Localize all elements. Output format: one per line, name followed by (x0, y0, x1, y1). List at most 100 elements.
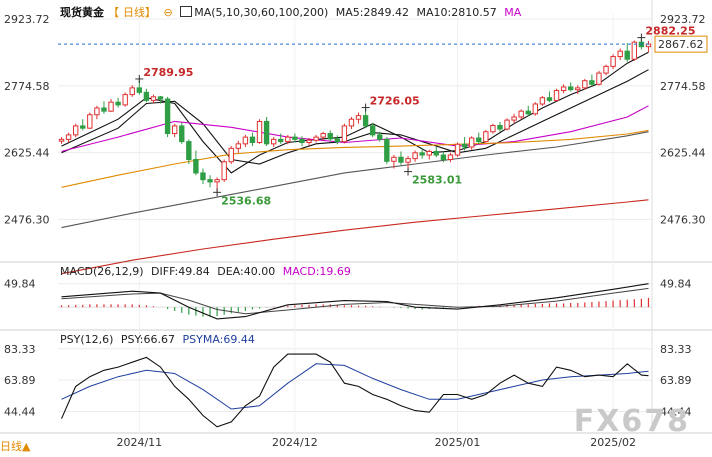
dea-line (61, 287, 649, 315)
y-tick-label-left: 2774.58 (4, 80, 50, 93)
candle-body (624, 50, 630, 60)
candle-body (539, 97, 546, 105)
candle-body (384, 138, 390, 162)
y-tick-label-right: 2923.72 (660, 13, 706, 26)
macd-layer (58, 283, 652, 320)
candle-body (596, 72, 602, 85)
candle-body (603, 65, 609, 74)
candle-body (511, 116, 517, 121)
candle-body (454, 143, 461, 156)
candle-body (94, 107, 100, 116)
settings-icon[interactable]: ⊖ (163, 6, 173, 19)
candle-body (313, 136, 319, 141)
candle-body (157, 96, 164, 100)
candle-body (164, 98, 171, 135)
candle-body (468, 137, 475, 148)
period-label[interactable]: 日线 (123, 6, 145, 19)
y-tick-label-right: 44.44 (660, 406, 692, 419)
candle-body (610, 56, 616, 67)
x-tick-label: 2024/11 (116, 436, 162, 449)
candle-body (348, 118, 355, 127)
candle-body (108, 101, 114, 112)
candle-body (398, 156, 404, 163)
period-tag[interactable]: 日线▲ (0, 438, 30, 454)
high-label: 2726.05 (370, 95, 420, 108)
candle-body (65, 134, 72, 140)
candle-body (256, 120, 263, 143)
y-tick-label-left: 63.89 (4, 374, 36, 387)
candle-body (299, 138, 305, 143)
candle-body (490, 124, 496, 133)
candle-body (242, 136, 249, 145)
candle-body (101, 107, 107, 112)
candle-body (412, 152, 418, 160)
ma-params: MA(5,10,30,60,100,200) (194, 6, 329, 19)
psy-value: PSY:66.67 (120, 333, 175, 346)
high-label: 2882.25 (645, 25, 695, 38)
candle-body (504, 119, 510, 130)
grid-layer (0, 0, 712, 434)
instrument-name: 现货黄金 (60, 6, 104, 19)
psy-params: PSY(12,6) (60, 333, 114, 346)
x-tick-label: 2024/12 (272, 436, 318, 449)
macd-dea: DEA:40.00 (217, 265, 276, 278)
candle-body (582, 80, 588, 89)
candle-body (306, 139, 312, 143)
candle-body (270, 138, 277, 145)
y-tick-label-right: 49.84 (660, 278, 692, 291)
candle-body (426, 150, 432, 156)
candle-body (362, 115, 369, 127)
y-tick-label-left: 83.33 (4, 343, 36, 356)
candle-body (589, 80, 595, 85)
y-tick-label-right: 2476.30 (660, 213, 706, 226)
candle-body (334, 138, 341, 143)
ma100-line (61, 131, 649, 229)
low-label: 2583.01 (412, 174, 462, 187)
ma10-line (61, 69, 649, 165)
candle-body (150, 96, 157, 101)
candle-body (228, 147, 234, 163)
psy-layer (60, 353, 649, 428)
y-tick-label-right: 2774.58 (660, 80, 706, 93)
ma-more: MA (504, 6, 522, 19)
candle-body (193, 159, 199, 174)
last-price-value: 2867.62 (658, 38, 704, 51)
ma-indicator-icon[interactable] (180, 6, 193, 17)
period-bracket-open: 【 (108, 6, 119, 19)
candle-body (263, 120, 270, 145)
y-tick-label-left: 2625.44 (4, 147, 50, 160)
candle-body (327, 133, 333, 140)
candle-body (575, 87, 581, 91)
candle-body (631, 41, 638, 60)
candle-body (122, 94, 128, 106)
psyma-value: PSYMA:69.44 (182, 333, 255, 346)
annotations-layer: 2867.62 2789.95 2536.68 2726.05 2583.01 2882.… (58, 25, 708, 207)
candle-body (532, 103, 539, 115)
x-tick-label: 2025/02 (590, 436, 636, 449)
candle-body (447, 154, 454, 161)
candle-body (440, 154, 447, 161)
candle-body (292, 136, 298, 140)
y-tick-label-left: 49.84 (4, 278, 36, 291)
candle-body (285, 136, 291, 143)
macd-legend: MACD(26,12,9) DIFF:49.84 DEA:40.00 MACD:… (60, 265, 355, 278)
candle-body (278, 138, 284, 143)
candle-body (80, 125, 86, 129)
candle-body (58, 138, 65, 142)
candle-body (186, 141, 192, 161)
candle-body (355, 115, 362, 120)
y-tick-label-right: 83.33 (660, 343, 692, 356)
candle-body (391, 156, 397, 162)
candle-body (525, 110, 531, 115)
diff-line (61, 283, 649, 320)
candle-body (483, 131, 489, 143)
psy-line (60, 353, 649, 428)
candle-body (207, 179, 213, 183)
candle-body (476, 137, 482, 143)
low-label: 2536.68 (221, 194, 271, 207)
period-tag-arrow-icon: ▲ (22, 440, 31, 453)
candle-body (136, 87, 143, 93)
candle-body (617, 50, 623, 58)
candle-body (433, 150, 440, 156)
